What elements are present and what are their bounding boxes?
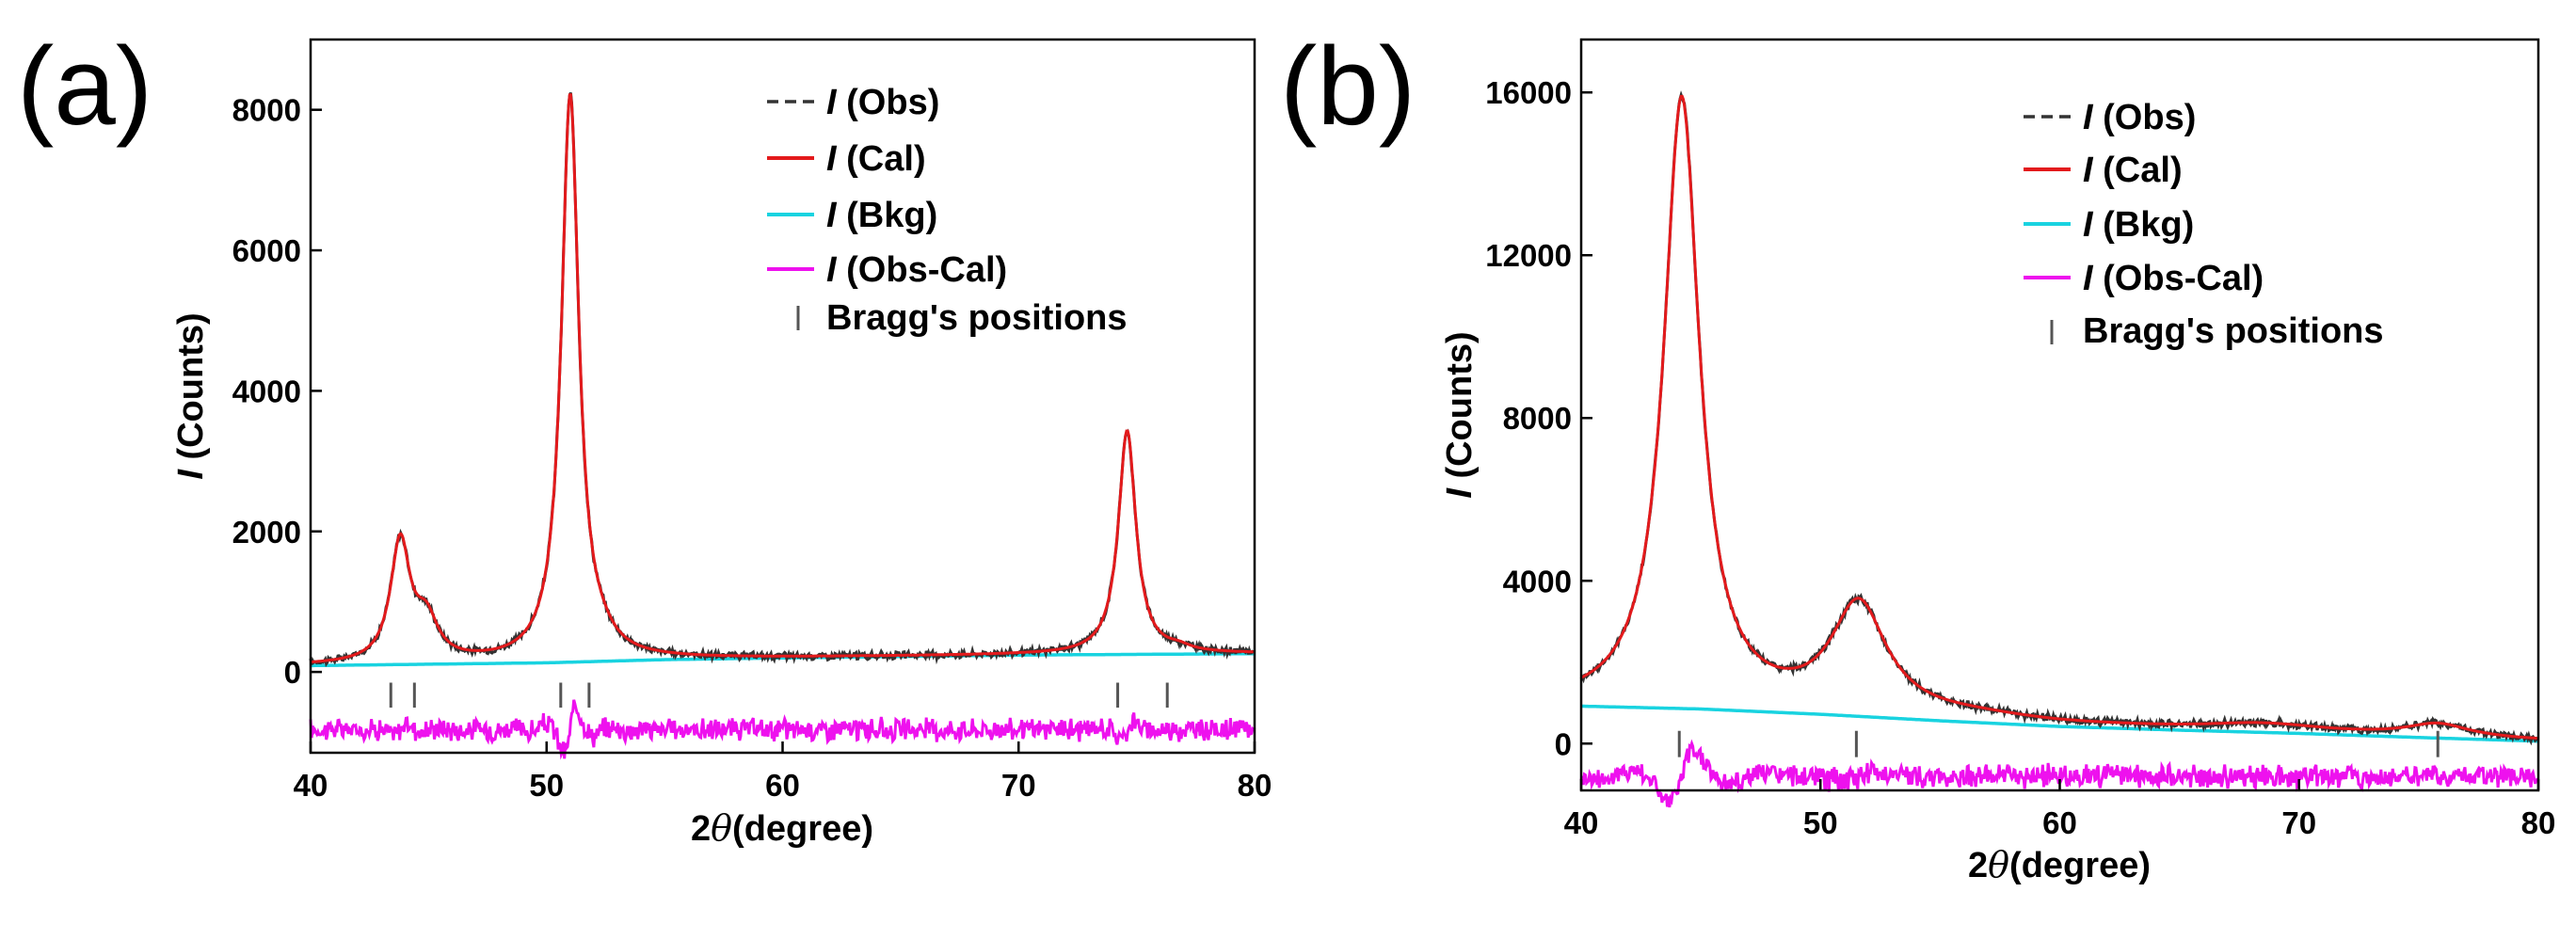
legend-label-cal: I (Cal)	[2083, 151, 2183, 190]
legend-label-bkg: I (Bkg)	[2083, 205, 2194, 245]
legend-label-cal: I (Cal)	[826, 139, 926, 179]
legend-label-obs: I (Obs)	[2083, 98, 2196, 137]
series-line-bkg	[1581, 704, 2539, 743]
x-tick-label: 70	[2281, 805, 2316, 840]
legend-label-diff: I (Obs-Cal)	[826, 250, 1007, 290]
x-tick-label: 60	[2042, 805, 2077, 840]
panel-label-a: (a)	[17, 24, 152, 149]
y-tick-label: 2000	[232, 515, 301, 550]
y-tick-label: 8000	[1503, 401, 1572, 436]
panel-b: (b) 40 50 60 70 80 0	[1280, 24, 2555, 885]
y-tick-label: 8000	[232, 93, 301, 128]
x-tick-label: 40	[294, 768, 328, 803]
plot-area-b	[1579, 90, 2539, 808]
x-tick-label: 50	[529, 768, 564, 803]
legend-a: I (Obs) I (Cal) I (Bkg) I (Obs-Cal) Brag…	[767, 83, 1128, 338]
x-tick-label: 50	[1803, 805, 1838, 840]
series-line-cal	[311, 93, 1255, 663]
y-axis-title-b: I (Counts)	[1440, 331, 1480, 498]
series-line-diff	[309, 699, 1256, 760]
legend-label-diff: I (Obs-Cal)	[2083, 259, 2264, 298]
x-tick-label: 70	[1001, 768, 1036, 803]
legend-label-obs: I (Obs)	[826, 83, 939, 122]
y-tick-label: 0	[284, 655, 301, 690]
axis-frame-b	[1579, 38, 2540, 792]
x-tick-label: 60	[765, 768, 800, 803]
x-tick-label: 80	[1238, 768, 1272, 803]
x-axis-title-a: 2θ(degree)	[691, 807, 873, 849]
x-axis-title-b: 2θ(degree)	[1968, 844, 2151, 885]
y-tick-label: 16000	[1485, 75, 1572, 110]
legend-label-bkg: I (Bkg)	[826, 196, 937, 235]
y-tick-label: 4000	[1503, 564, 1572, 598]
legend-b: I (Obs) I (Cal) I (Bkg) I (Obs-Cal) Brag…	[2024, 98, 2384, 351]
legend-label-bragg: Bragg's positions	[826, 298, 1128, 338]
series-line-diff	[1579, 739, 2539, 808]
plot-area-a	[309, 91, 1256, 760]
series-line-cal	[1580, 94, 2539, 741]
y-tick-label: 0	[1555, 726, 1572, 761]
x-tick-label: 80	[2521, 805, 2556, 840]
series-line-obs	[1579, 90, 2538, 746]
x-tick-label: 40	[1564, 805, 1599, 840]
y-axis-title-a: I (Counts)	[171, 312, 211, 479]
y-tick-label: 4000	[232, 374, 301, 408]
panel-label-b: (b)	[1280, 24, 1416, 149]
panel-a: (a) 40 50 60 70 80	[17, 24, 1272, 849]
y-tick-label: 6000	[232, 233, 301, 268]
y-tick-label: 12000	[1485, 238, 1572, 273]
series-line-bkg	[311, 651, 1255, 668]
legend-label-bragg: Bragg's positions	[2083, 311, 2384, 351]
